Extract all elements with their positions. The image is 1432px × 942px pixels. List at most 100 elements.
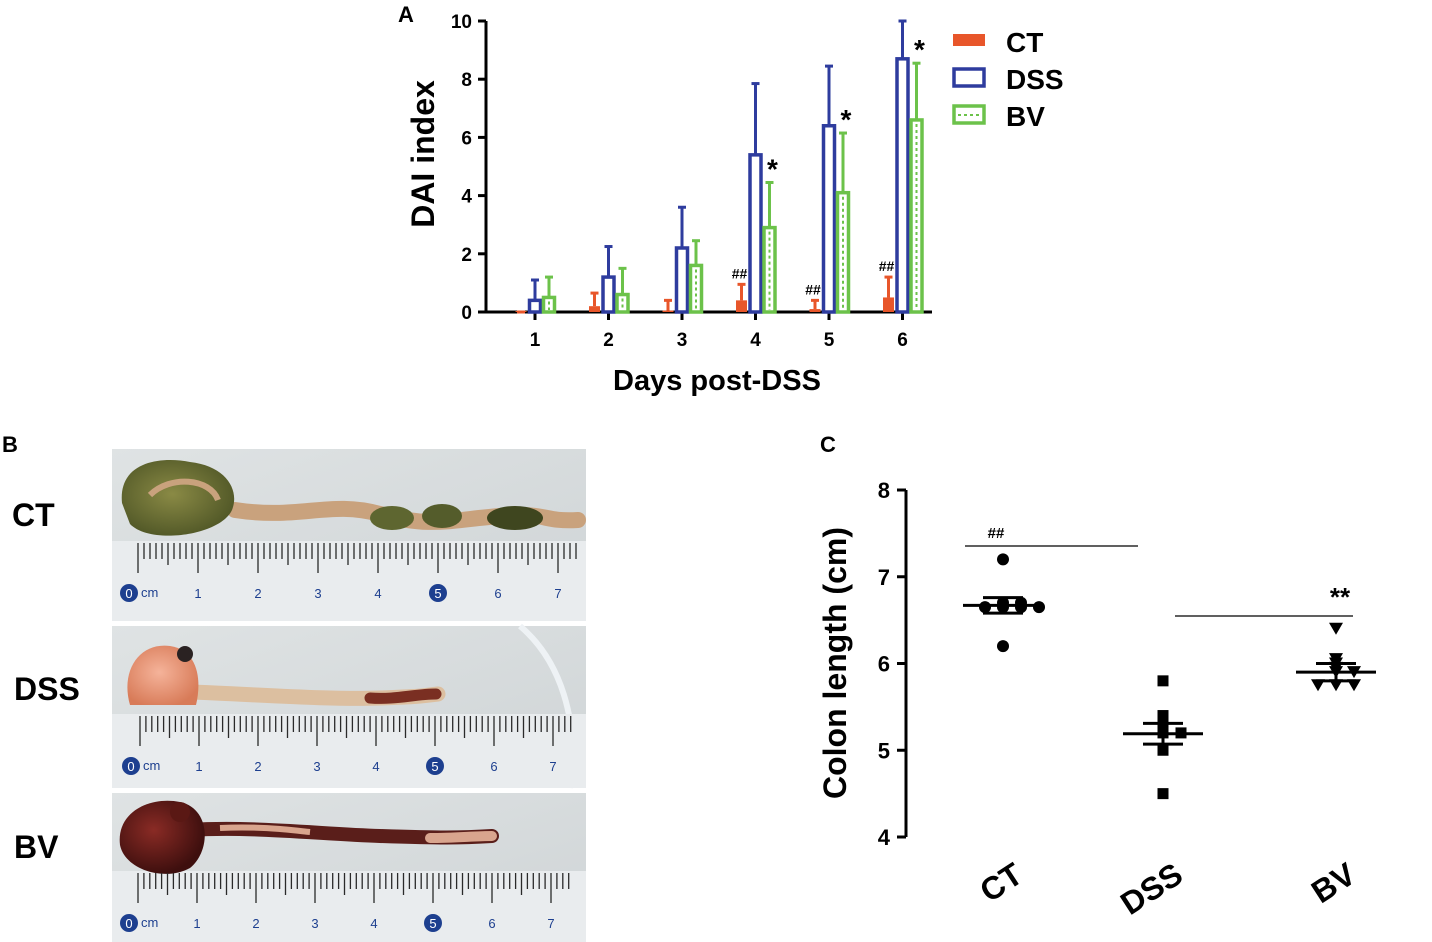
ruler-unit: cm — [141, 585, 158, 600]
data-point — [979, 601, 991, 614]
significance-mark: ## — [879, 258, 895, 274]
ruler-zero: 0 — [125, 916, 132, 931]
data-point — [1329, 666, 1343, 679]
significance-mark: ## — [988, 525, 1005, 542]
bar-dss — [527, 298, 543, 314]
x-tick-label: 2 — [603, 330, 614, 351]
ruler — [112, 871, 586, 942]
bar-bv — [541, 295, 557, 314]
ruler-number: 7 — [554, 586, 561, 601]
x-tick-label: DSS — [1114, 856, 1189, 922]
legend-label: DSS — [1006, 64, 1064, 95]
significance-mark: * — [914, 34, 925, 65]
photo-label-ct: CT — [12, 497, 55, 533]
data-point — [1175, 727, 1187, 739]
bar-dss — [895, 57, 910, 314]
data-point — [1157, 727, 1169, 739]
x-tick-label: 4 — [750, 330, 761, 351]
bar-bv — [615, 292, 630, 314]
ruler-badge-5 — [424, 914, 442, 932]
y-tick-label: 8 — [878, 478, 890, 503]
colon-photo-ct: 0 cm 1 2 3 4 5 6 7 — [112, 449, 586, 621]
bar-ct — [662, 310, 674, 312]
y-axis-label: Colon length (cm) — [817, 527, 853, 799]
x-axis-label: Days post-DSS — [613, 365, 821, 397]
legend-swatch-ct — [953, 34, 985, 46]
photo-label-bv: BV — [14, 829, 59, 865]
bar-ct — [736, 300, 747, 312]
x-tick-label: BV — [1305, 855, 1362, 910]
photo-label-dss: DSS — [14, 671, 80, 707]
data-point — [1157, 744, 1169, 756]
ruler — [112, 541, 586, 621]
bar-dss — [748, 153, 763, 314]
x-tick-label: 1 — [530, 330, 541, 351]
ruler-number: 1 — [194, 586, 201, 601]
data-point — [1157, 788, 1169, 800]
data-point — [1311, 679, 1325, 692]
colon-photo-dss: 0 cm 1 2 3 4 5 6 7 — [112, 623, 586, 789]
ruler-number: 2 — [254, 759, 261, 774]
panel-label-c: C — [820, 432, 836, 457]
ruler-zero-badge — [120, 914, 138, 932]
data-point — [1157, 675, 1169, 687]
ruler-number: 5 — [431, 759, 438, 774]
y-tick-label: 2 — [461, 245, 472, 266]
ruler-zero-badge — [120, 584, 138, 602]
ruler-number: 6 — [494, 586, 501, 601]
colon-photo-bv: 0 cm 1 2 3 4 5 6 7 — [112, 793, 586, 942]
bar-ct — [515, 311, 527, 312]
colon-photo-panel: CT DSS BV 0 cm 1 2 3 4 5 6 7 0 cm 1 2 3 4 5 6 7 — [12, 449, 586, 942]
ruler-number: 4 — [372, 759, 379, 774]
ruler-number: 6 — [488, 916, 495, 931]
panel-label-a: A — [398, 2, 414, 27]
significance-mark: * — [767, 154, 778, 185]
legend: CT DSS BV — [952, 27, 1064, 132]
ruler-badge-5 — [426, 757, 444, 775]
ruler-number: 2 — [252, 916, 259, 931]
bar-ct — [809, 309, 821, 312]
y-tick-label: 6 — [878, 652, 890, 677]
data-point — [997, 553, 1009, 566]
colon-length-plot: Colon length (cm) 4 5 6 7 8 CT DSS BV ## ** — [817, 478, 1376, 922]
ruler-zero: 0 — [125, 586, 132, 601]
ruler-zero-badge — [122, 757, 140, 775]
legend-label: BV — [1006, 101, 1045, 132]
y-tick-label: 6 — [461, 128, 472, 149]
data-point — [1033, 601, 1045, 614]
legend-swatch-bv — [952, 104, 986, 125]
ruler-unit: cm — [143, 758, 160, 773]
ruler-number: 3 — [314, 586, 321, 601]
ruler-zero: 0 — [127, 759, 134, 774]
bar-dss — [601, 275, 616, 314]
x-tick-label: 5 — [824, 330, 835, 351]
significance-mark: ## — [805, 281, 821, 297]
data-point — [1015, 596, 1027, 609]
data-point — [1329, 679, 1343, 692]
y-tick-label: 8 — [461, 70, 472, 91]
ruler-unit: cm — [141, 915, 158, 930]
ruler-number: 7 — [547, 916, 554, 931]
legend-swatch-dss — [952, 67, 986, 88]
data-point — [1347, 666, 1361, 679]
y-tick-label: 5 — [878, 738, 890, 763]
x-tick-label: CT — [973, 855, 1029, 909]
ruler-number: 1 — [193, 916, 200, 931]
y-axis-label: DAI index — [405, 80, 441, 228]
data-point — [1329, 622, 1343, 635]
y-tick-label: 7 — [878, 565, 890, 590]
y-tick-label: 0 — [461, 303, 472, 324]
bar-dss — [674, 246, 690, 314]
x-tick-label: 6 — [897, 330, 908, 351]
y-tick-label: 4 — [461, 187, 472, 208]
ruler-number: 3 — [311, 916, 318, 931]
ruler-number: 4 — [370, 916, 377, 931]
legend-label: CT — [1006, 27, 1043, 58]
ruler-number: 4 — [374, 586, 381, 601]
ruler-number: 5 — [429, 916, 436, 931]
data-point — [997, 601, 1009, 614]
ruler-badge-5 — [429, 584, 447, 602]
ruler-number: 1 — [195, 759, 202, 774]
panel-label-b: B — [2, 432, 18, 457]
